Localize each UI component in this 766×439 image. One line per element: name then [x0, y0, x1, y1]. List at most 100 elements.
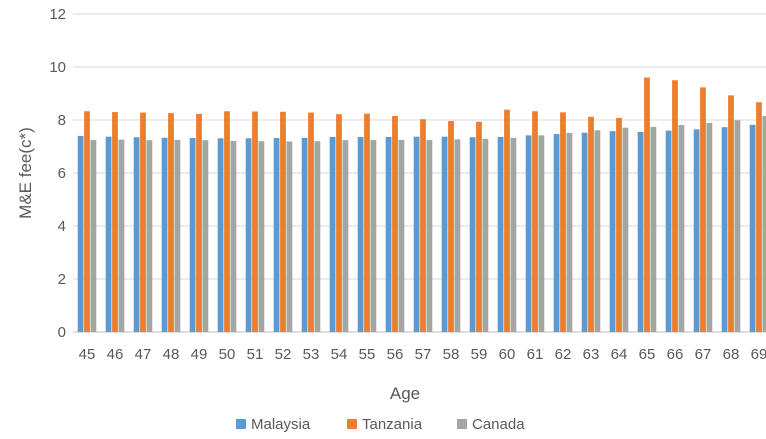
bar-tanzania-56	[392, 116, 398, 333]
bar-malaysia-52	[273, 138, 280, 332]
bar-canada-55	[370, 139, 377, 332]
bar-canada-47	[146, 140, 153, 332]
bar-canada-50	[230, 140, 237, 332]
y-tick-label: 10	[49, 59, 66, 76]
y-tick-label: 4	[58, 218, 66, 235]
legend-label-tanzania: Tanzania	[362, 416, 423, 433]
legend-label-malaysia: Malaysia	[251, 416, 311, 433]
x-tick-label: 55	[359, 346, 376, 363]
bar-tanzania-57	[420, 119, 426, 332]
x-tick-label: 63	[583, 346, 600, 363]
bar-tanzania-69	[756, 102, 762, 333]
bar-malaysia-47	[133, 137, 140, 332]
legend: Malaysia Tanzania Canada	[236, 416, 525, 433]
bar-canada-61	[538, 135, 545, 332]
legend-swatch-tanzania	[347, 419, 357, 429]
legend-swatch-malaysia	[236, 419, 246, 429]
legend-swatch-canada	[457, 419, 467, 429]
bar-canada-52	[286, 141, 293, 332]
bar-tanzania-45	[84, 111, 90, 332]
bars	[77, 77, 766, 333]
bar-malaysia-65	[637, 131, 644, 332]
bar-malaysia-68	[721, 127, 728, 332]
bar-tanzania-55	[364, 113, 370, 332]
bar-tanzania-49	[196, 113, 202, 332]
bar-malaysia-58	[441, 136, 448, 332]
y-axis-title: M&E fee(c*)	[16, 127, 35, 219]
x-tick-label: 47	[135, 346, 152, 363]
bar-malaysia-69	[749, 124, 756, 333]
bar-malaysia-48	[161, 137, 168, 332]
x-tick-label: 58	[443, 346, 460, 363]
bar-tanzania-50	[224, 111, 230, 332]
bar-malaysia-63	[581, 132, 588, 332]
bar-malaysia-51	[245, 138, 252, 332]
y-axis-ticks: 0 2 4 6 8 10 12	[49, 6, 66, 341]
bar-canada-66	[678, 125, 685, 332]
bar-canada-53	[314, 141, 321, 332]
x-tick-label: 68	[723, 346, 740, 363]
bar-malaysia-45	[77, 135, 84, 332]
bar-tanzania-47	[140, 112, 146, 332]
x-tick-label: 56	[387, 346, 404, 363]
x-tick-label: 59	[471, 346, 488, 363]
bar-canada-67	[706, 122, 713, 332]
bar-malaysia-66	[665, 130, 672, 332]
bar-tanzania-52	[280, 111, 286, 332]
bar-malaysia-62	[553, 134, 560, 332]
bar-malaysia-53	[301, 137, 308, 332]
x-tick-label: 46	[107, 346, 124, 363]
bar-tanzania-61	[532, 111, 538, 332]
bar-canada-68	[734, 120, 741, 332]
bar-canada-54	[342, 140, 349, 332]
x-tick-label: 53	[303, 346, 320, 363]
x-tick-label: 64	[611, 346, 628, 363]
bar-canada-48	[174, 139, 181, 332]
bar-tanzania-68	[728, 95, 734, 332]
bar-tanzania-65	[644, 77, 650, 332]
bar-tanzania-67	[700, 87, 706, 332]
bar-malaysia-46	[105, 136, 112, 332]
bar-canada-62	[566, 132, 573, 332]
bar-malaysia-49	[189, 138, 196, 332]
bar-canada-45	[90, 139, 97, 332]
bar-malaysia-61	[525, 135, 532, 332]
bar-tanzania-66	[672, 80, 678, 332]
x-tick-label: 62	[555, 346, 572, 363]
bar-canada-49	[202, 140, 209, 332]
bar-malaysia-64	[609, 131, 616, 332]
bar-canada-65	[650, 126, 657, 332]
bar-malaysia-50	[217, 138, 224, 332]
bar-canada-58	[454, 139, 461, 332]
y-tick-label: 2	[58, 271, 66, 288]
y-tick-label: 6	[58, 165, 66, 182]
bar-tanzania-59	[476, 121, 482, 332]
bar-tanzania-58	[448, 121, 454, 332]
bar-malaysia-57	[413, 136, 420, 332]
bar-malaysia-60	[497, 136, 504, 332]
bar-canada-51	[258, 141, 265, 332]
x-tick-label: 49	[191, 346, 208, 363]
bar-tanzania-64	[616, 117, 622, 332]
bar-canada-63	[594, 130, 601, 332]
bar-tanzania-48	[168, 113, 174, 332]
bar-canada-46	[118, 139, 125, 332]
bar-canada-69	[762, 116, 766, 333]
bar-malaysia-54	[329, 136, 336, 332]
bar-tanzania-60	[504, 109, 510, 332]
bar-tanzania-54	[336, 114, 342, 332]
legend-label-canada: Canada	[472, 416, 525, 433]
x-tick-label: 65	[639, 346, 656, 363]
x-tick-label: 48	[163, 346, 180, 363]
x-tick-label: 61	[527, 346, 544, 363]
x-tick-label: 52	[275, 346, 292, 363]
bar-tanzania-46	[112, 112, 118, 332]
y-tick-label: 12	[49, 6, 66, 23]
x-tick-label: 45	[79, 346, 96, 363]
bar-canada-60	[510, 137, 517, 332]
x-tick-label: 60	[499, 346, 516, 363]
bar-canada-59	[482, 138, 489, 332]
x-tick-label: 57	[415, 346, 432, 363]
x-tick-label: 69	[751, 346, 766, 363]
